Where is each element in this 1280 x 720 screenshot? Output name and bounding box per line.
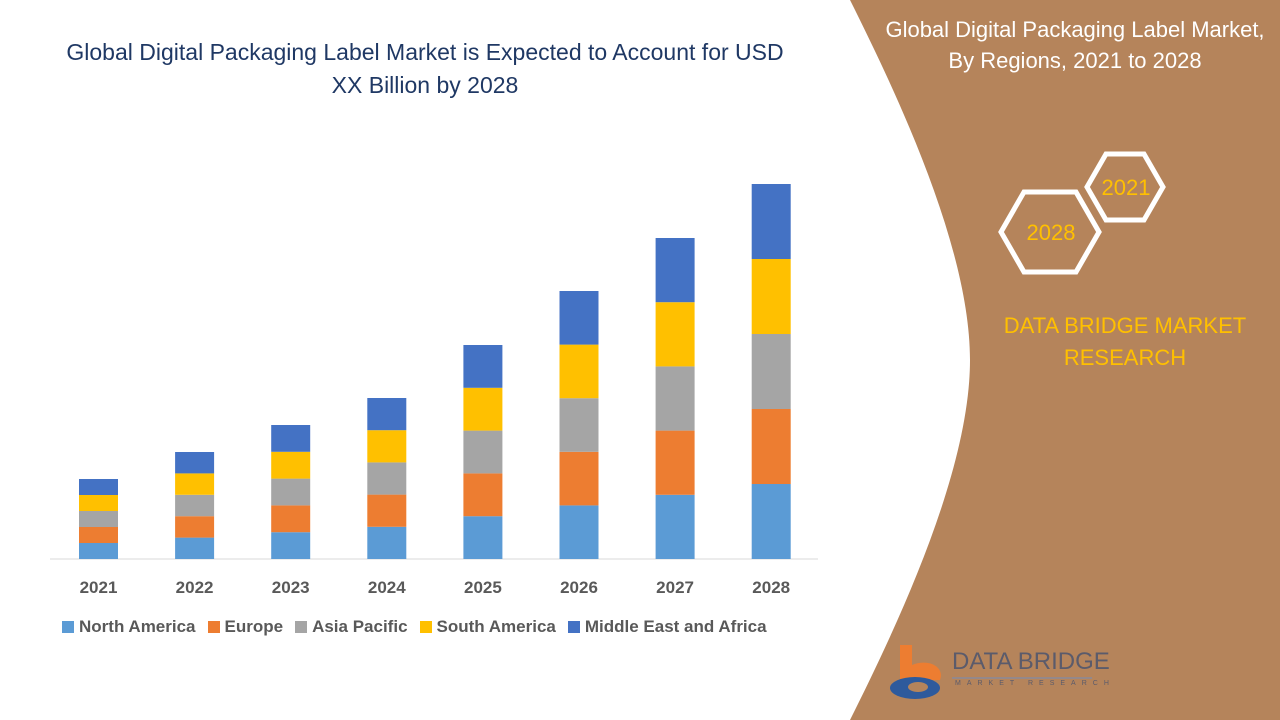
legend-swatch (567, 621, 580, 633)
x-tick-label: 2022 (176, 578, 214, 597)
hex-label-2021: 2021 (1102, 175, 1151, 200)
side-title: Global Digital Packaging Label Market, B… (885, 17, 1265, 73)
bar-segment-2026-north-america (559, 505, 599, 559)
bar-segment-2024-asia-pacific (367, 462, 407, 495)
bar-segment-2025-south-america (463, 387, 503, 431)
bar-segment-2021-asia-pacific (79, 511, 118, 527)
legend-swatch (295, 621, 308, 633)
bar-segment-2023-europe (271, 505, 311, 533)
bar-segment-2023-south-america (271, 451, 311, 479)
legend: North America Europe Asia Pacific South Ame… (62, 617, 767, 637)
bar-segment-2024-south-america (367, 430, 407, 463)
bar-segment-2024-europe (367, 494, 407, 527)
bar-segment-2028-asia-pacific (751, 334, 791, 409)
logo-text: DATA BRIDGE (952, 648, 1110, 675)
legend-label: South America (436, 617, 556, 636)
bar-segment-2028-south-america (751, 259, 791, 334)
logo-icon (890, 645, 1092, 699)
hexagon-2028 (998, 189, 1102, 275)
bar-segment-2025-middle-east-and-africa (463, 345, 503, 388)
bar-segment-2021-europe (79, 527, 118, 543)
hex-label-2028: 2028 (1027, 220, 1076, 245)
bar-segment-2026-middle-east-and-africa (559, 291, 599, 345)
legend-label: North America (79, 617, 196, 636)
bar-segment-2023-asia-pacific (271, 478, 311, 506)
x-tick-label: 2021 (80, 578, 118, 597)
bar-segment-2022-north-america (175, 537, 215, 559)
bar-segment-2025-asia-pacific (463, 430, 503, 474)
x-tick-label: 2026 (560, 578, 598, 597)
x-tick-label: 2023 (272, 578, 310, 597)
legend-item: Middle East and Africa (567, 617, 767, 637)
legend-label: Middle East and Africa (584, 617, 767, 636)
bar-segment-2024-middle-east-and-africa (367, 398, 407, 431)
x-tick-label: 2027 (656, 578, 694, 597)
stacked-bar-chart: 2021 2022 2023 2024 2025 2026 2027 2028 (50, 184, 818, 597)
x-tick-label: 2025 (464, 578, 502, 597)
bar-segment-2024-north-america (367, 526, 407, 559)
bar-segment-2025-north-america (463, 516, 503, 559)
bar-segment-2023-north-america (271, 532, 311, 559)
bar-segment-2022-asia-pacific (175, 494, 215, 517)
bar-segment-2026-asia-pacific (559, 398, 599, 452)
legend-item: Asia Pacific (295, 617, 408, 637)
bar-segment-2027-europe (655, 430, 695, 495)
bar-segment-2023-middle-east-and-africa (271, 425, 311, 452)
legend-swatch (207, 621, 220, 633)
bar-segment-2021-middle-east-and-africa (79, 479, 118, 495)
x-tick-label: 2024 (368, 578, 406, 597)
bar-segment-2026-europe (559, 451, 599, 506)
chart-title: Global Digital Packaging Label Market is… (66, 39, 784, 98)
bar-segment-2028-north-america (751, 484, 791, 559)
bar-segment-2026-south-america (559, 344, 599, 399)
legend-swatch (419, 621, 432, 633)
legend-item: North America (62, 617, 196, 637)
bar-segment-2025-europe (463, 473, 503, 517)
bar-segment-2028-europe (751, 409, 791, 484)
bar-segment-2027-north-america (655, 494, 695, 559)
side-panel (850, 0, 1280, 720)
hexagon-2021 (1084, 151, 1166, 223)
legend-label: Europe (224, 617, 284, 636)
x-tick-label: 2028 (752, 578, 790, 597)
bar-segment-2022-south-america (175, 473, 215, 495)
bar-segment-2021-north-america (79, 543, 118, 559)
legend-item: Europe (207, 617, 284, 637)
legend-item: South America (419, 617, 556, 637)
logo-subtext: MARKET RESEARCH (955, 680, 1115, 687)
bar-segment-2027-middle-east-and-africa (655, 238, 695, 303)
legend-label: Asia Pacific (312, 617, 408, 636)
bar-segment-2027-south-america (655, 302, 695, 367)
bar-segment-2022-middle-east-and-africa (175, 452, 215, 474)
brand-name: DATA BRIDGE MARKET RESEARCH (1003, 313, 1247, 370)
bar-segment-2021-south-america (79, 495, 118, 511)
legend-swatch (62, 621, 74, 633)
bar-segment-2027-asia-pacific (655, 366, 695, 431)
bar-segment-2022-europe (175, 516, 215, 538)
bar-segment-2028-middle-east-and-africa (751, 184, 791, 259)
